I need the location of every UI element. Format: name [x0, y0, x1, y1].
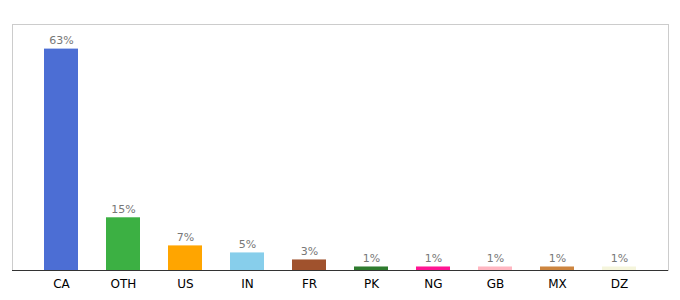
svg-text:1%: 1% [425, 252, 442, 265]
svg-text:15%: 15% [111, 203, 135, 216]
svg-text:GB: GB [487, 277, 505, 291]
svg-text:IN: IN [241, 277, 254, 291]
svg-text:MX: MX [548, 277, 567, 291]
svg-text:OTH: OTH [111, 277, 137, 291]
svg-text:63%: 63% [49, 34, 73, 47]
svg-text:7%: 7% [177, 231, 194, 244]
svg-text:1%: 1% [611, 252, 628, 265]
svg-text:5%: 5% [239, 238, 256, 251]
svg-text:FR: FR [302, 277, 317, 291]
svg-text:PK: PK [364, 277, 380, 291]
svg-text:1%: 1% [549, 252, 566, 265]
svg-text:CA: CA [53, 277, 70, 291]
svg-text:1%: 1% [487, 252, 504, 265]
svg-text:NG: NG [424, 277, 442, 291]
svg-text:1%: 1% [363, 252, 380, 265]
svg-text:US: US [177, 277, 193, 291]
svg-text:3%: 3% [301, 245, 318, 258]
svg-text:DZ: DZ [611, 277, 628, 291]
